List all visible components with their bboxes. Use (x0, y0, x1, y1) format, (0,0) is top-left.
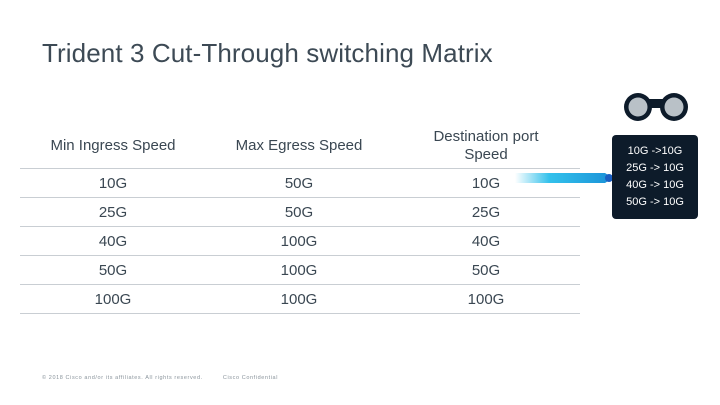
header-min-ingress-speed: Min Ingress Speed (20, 124, 206, 169)
table-cell: 50G (206, 197, 392, 227)
callout-line: 10G ->10G (627, 145, 683, 157)
table-cell: 50G (392, 255, 580, 285)
table-cell: 100G (206, 255, 392, 285)
footer-classification: Cisco Confidential (222, 375, 279, 381)
table-cell: 10G (20, 168, 206, 198)
table-row: 40G 100G 40G (20, 226, 580, 256)
callout-line: 25G -> 10G (626, 162, 684, 174)
table-cell: 50G (206, 168, 392, 198)
table-cell: 25G (392, 197, 580, 227)
table-cell: 100G (392, 284, 580, 314)
slide-title: Trident 3 Cut-Through switching Matrix (42, 38, 493, 68)
table-header-row: Min Ingress Speed Max Egress Speed Desti… (20, 124, 580, 169)
footer-copyright: © 2018 Cisco and/or its affiliates. All … (42, 375, 203, 381)
table-cell: 50G (20, 255, 206, 285)
speed-mapping-callout: 10G ->10G 25G -> 10G 40G -> 10G 50G -> 1… (612, 135, 698, 219)
binoculars-icon (624, 93, 688, 121)
table-cell: 40G (20, 226, 206, 256)
table-cell: 100G (206, 226, 392, 256)
callout-line: 50G -> 10G (626, 196, 684, 208)
table-row: 10G 50G 10G (20, 168, 580, 198)
table-cell: 100G (20, 284, 206, 314)
table-cell: 100G (206, 284, 392, 314)
header-destination-port-speed: Destination port Speed (392, 124, 580, 169)
header-max-egress-speed: Max Egress Speed (206, 124, 392, 169)
table-row: 50G 100G 50G (20, 255, 580, 285)
slide-footer: © 2018 Cisco and/or its affiliates. All … (42, 375, 296, 381)
table-cell: 25G (20, 197, 206, 227)
table-cell: 40G (392, 226, 580, 256)
table-row: 100G 100G 100G (20, 284, 580, 314)
table-row: 25G 50G 25G (20, 197, 580, 227)
header-destination-port-speed-label: Destination port Speed (433, 128, 539, 163)
arrow-right-icon (515, 173, 613, 183)
callout-line: 40G -> 10G (626, 179, 684, 191)
cut-through-matrix-table: Min Ingress Speed Max Egress Speed Desti… (20, 124, 580, 314)
